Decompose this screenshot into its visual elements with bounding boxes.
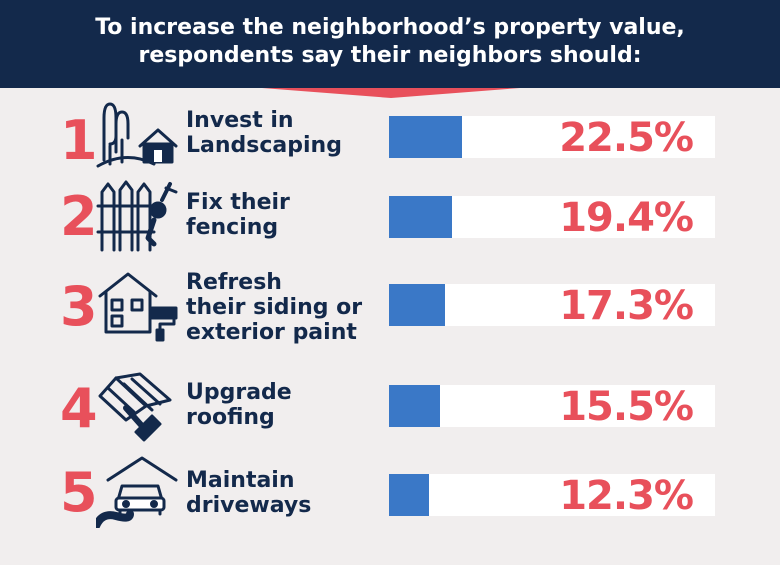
category-label: Maintain driveways (186, 468, 312, 518)
category-label: Invest in Landscaping (186, 108, 342, 158)
header-banner: To increase the neighborhood’s property … (0, 0, 780, 88)
bar-track: 17.3% (389, 283, 715, 329)
fence-paint-icon (96, 178, 180, 254)
bar (389, 116, 462, 158)
bar (389, 474, 429, 516)
value-label: 15.5% (559, 384, 694, 430)
bar (389, 385, 440, 427)
rank-number: 4 (60, 377, 98, 440)
bar-track: 12.3% (389, 473, 715, 519)
bar-track: 22.5% (389, 115, 715, 161)
headline-line-1: To increase the neighborhood’s property … (95, 15, 685, 40)
value-label: 12.3% (559, 473, 694, 519)
category-label: Refresh their siding or exterior paint (186, 270, 363, 345)
trees-house-icon (96, 100, 180, 176)
value-label: 19.4% (559, 195, 694, 241)
bar-track: 15.5% (389, 384, 715, 430)
rank-number: 2 (60, 185, 98, 248)
rank-number: 5 (60, 461, 98, 524)
bar-track: 19.4% (389, 195, 715, 241)
header-pointer (262, 88, 520, 98)
car-garage-road-icon (92, 452, 180, 530)
value-label: 22.5% (559, 115, 694, 161)
house-paint-roller-icon (96, 266, 180, 342)
rank-number: 3 (60, 275, 98, 338)
bar (389, 284, 445, 326)
rank-number: 1 (60, 109, 98, 172)
value-label: 17.3% (559, 283, 694, 329)
headline-line-2: respondents say their neighbors should: (138, 43, 642, 68)
category-label: Fix their fencing (186, 190, 290, 240)
roof-hammer-icon (96, 370, 180, 446)
bar (389, 196, 452, 238)
category-label: Upgrade roofing (186, 380, 292, 430)
